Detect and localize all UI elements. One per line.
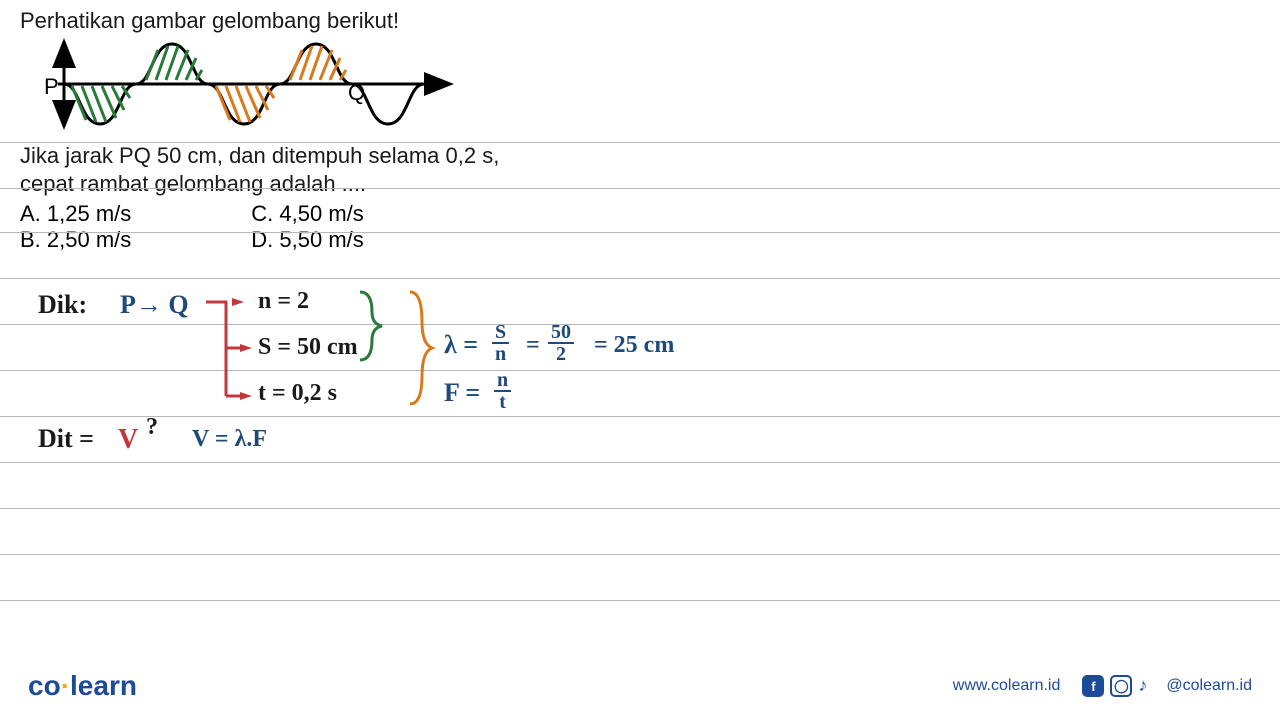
option-b: B. 2,50 m/s (20, 227, 131, 253)
footer-url[interactable]: www.colearn.id (953, 677, 1061, 695)
footer-handle: @colearn.id (1166, 677, 1252, 695)
option-a: A. 1,25 m/s (20, 201, 131, 227)
option-c: C. 4,50 m/s (251, 201, 363, 227)
hw-t: t = 0,2 s (258, 380, 337, 407)
hw-pq: P→ Q (120, 290, 189, 320)
hw-frac2: 502 (548, 322, 574, 364)
wave-label-q: Q (348, 80, 365, 105)
hw-lambda-res: = 25 cm (594, 332, 674, 359)
hw-v: V (118, 424, 138, 456)
hw-s: S = 50 cm (258, 334, 358, 361)
option-d: D. 5,50 m/s (251, 227, 363, 253)
hw-n: n = 2 (258, 288, 309, 315)
green-brace-icon (352, 286, 392, 366)
hw-v-eq: V = λ.F (192, 426, 267, 453)
wave-label-p: P (44, 74, 59, 99)
hw-eq1: = (526, 332, 540, 359)
question-line2: Jika jarak PQ 50 cm, dan ditempuh selama… (20, 143, 1260, 169)
footer: co·learn www.colearn.id f ◯ ♪ @colearn.i… (0, 670, 1280, 702)
logo: co·learn (28, 670, 137, 702)
hw-f-frac: nt (494, 370, 511, 412)
hw-lambda: λ = (444, 330, 478, 360)
tiktok-icon[interactable]: ♪ (1138, 675, 1160, 697)
question-line3: cepat rambat gelombang adalah .... (20, 171, 1260, 197)
hw-dit: Dit = (38, 424, 94, 454)
hw-f: F = (444, 378, 480, 408)
wave-diagram: P Q (30, 38, 1260, 139)
hw-frac1: Sn (492, 322, 509, 364)
red-bracket-icon (196, 292, 256, 412)
question-line1: Perhatikan gambar gelombang berikut! (20, 8, 1260, 34)
options: A. 1,25 m/s B. 2,50 m/s C. 4,50 m/s D. 5… (20, 201, 1260, 253)
orange-brace-icon (402, 286, 442, 412)
facebook-icon[interactable]: f (1082, 675, 1104, 697)
instagram-icon[interactable]: ◯ (1110, 675, 1132, 697)
social-links: f ◯ ♪ @colearn.id (1082, 675, 1252, 697)
hw-dik: Dik: (38, 290, 87, 320)
hw-qmark: ? (146, 414, 158, 441)
